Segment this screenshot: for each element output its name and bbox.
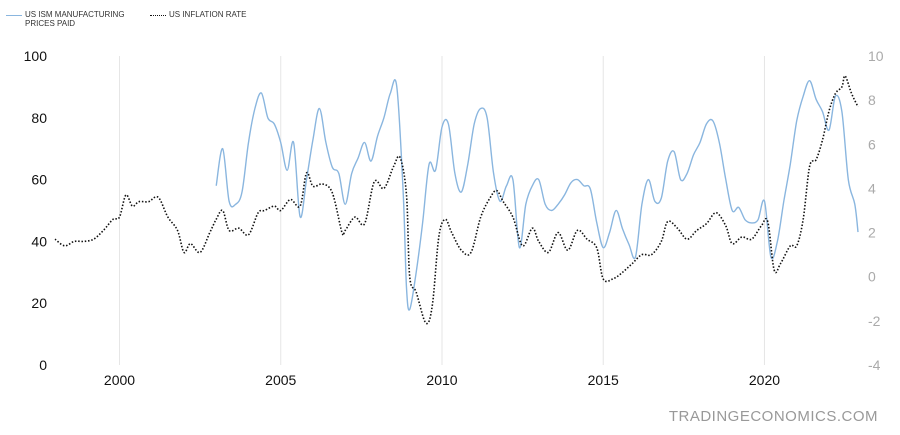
series-line-ism-prices-paid [215,79,859,311]
x-tick-label-2010: 2010 [426,372,457,388]
series-line-inflation-rate [54,75,859,325]
y-right-tick-label-2: 2 [868,225,876,241]
legend-swatch-ism [6,15,22,16]
y-axis-right: -4 -2 0 2 4 6 8 10 [868,48,884,373]
y-right-tick-label-0: 0 [868,269,876,285]
x-tick-label-2000: 2000 [104,372,135,388]
y-left-tick-label-0: 0 [39,357,47,373]
y-right-tick-label--4: -4 [868,357,881,373]
x-axis: 2000 2005 2010 2015 2020 [104,372,780,388]
y-right-tick-label-10: 10 [868,48,884,64]
watermark: TRADINGECONOMICS.COM [668,408,878,425]
grid-lines [118,56,765,365]
y-right-tick-label-8: 8 [868,92,876,108]
y-right-tick-label-4: 4 [868,180,876,196]
y-left-tick-label-60: 60 [31,172,47,188]
x-tick-label-2005: 2005 [265,372,296,388]
legend-label-inflation: US INFLATION RATE [169,10,247,19]
y-axis-left: 0 20 40 60 80 100 [24,48,48,373]
series-group [54,75,859,325]
x-tick-label-2015: 2015 [588,372,619,388]
y-right-tick-label-6: 6 [868,136,876,152]
x-tick-label-2020: 2020 [749,372,780,388]
legend-label-ism: US ISM MANUFACTURING PRICES PAID [25,10,125,28]
y-left-tick-label-40: 40 [31,233,47,249]
y-left-tick-label-80: 80 [31,110,47,126]
y-left-tick-label-20: 20 [31,295,47,311]
y-right-tick-label--2: -2 [868,313,881,329]
legend-swatch-inflation [150,15,166,16]
y-left-tick-label-100: 100 [24,48,48,64]
